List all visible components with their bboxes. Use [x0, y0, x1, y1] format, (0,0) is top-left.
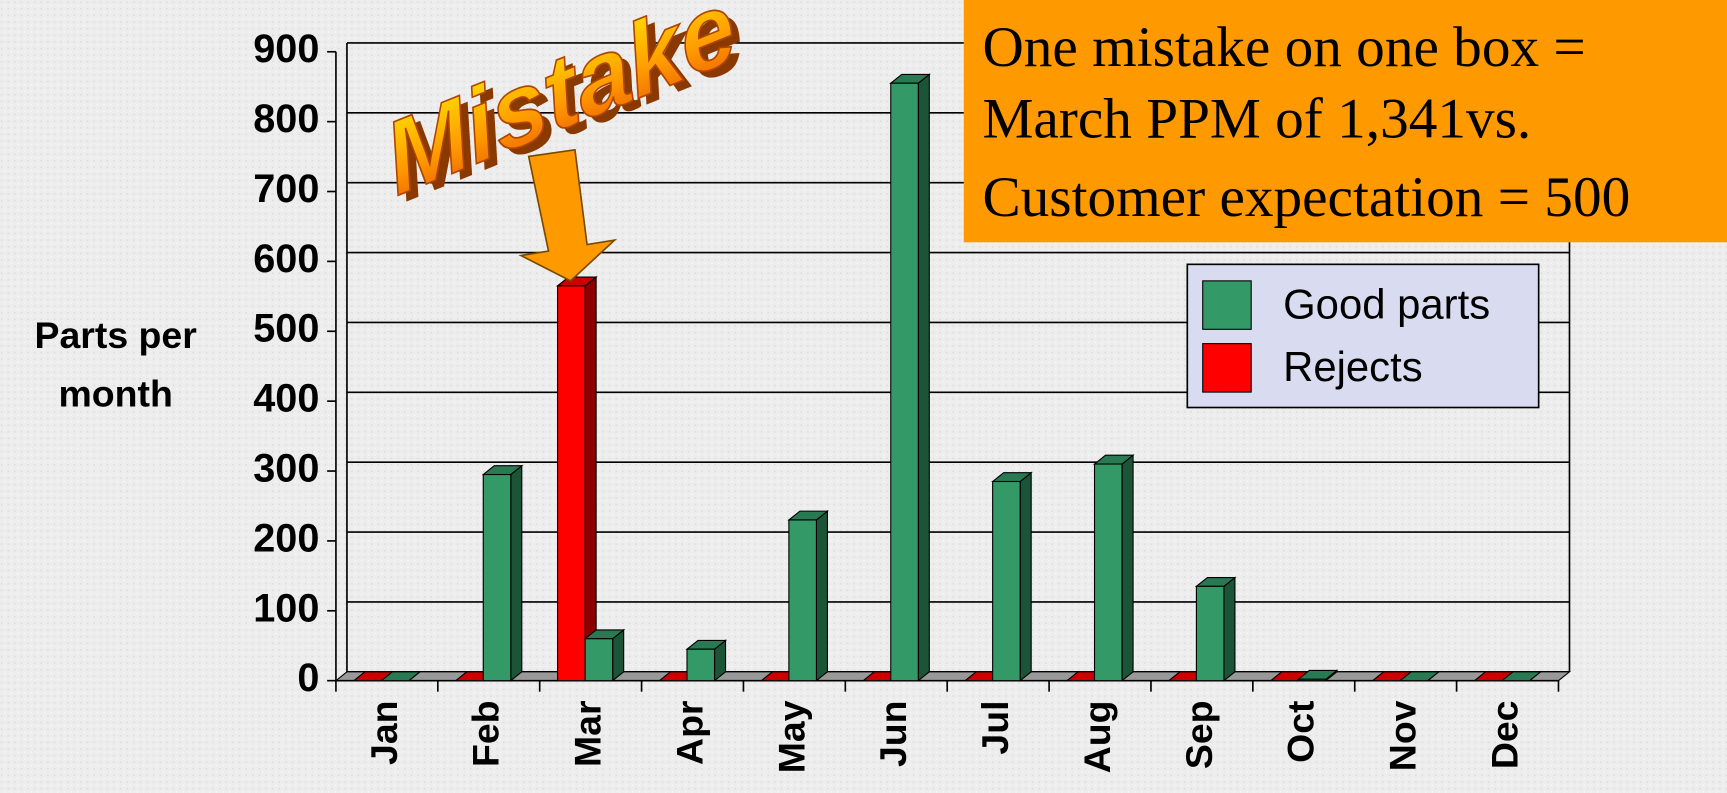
note-line: One mistake on one box =: [982, 16, 1585, 79]
x-tick-label: Feb: [465, 700, 507, 767]
x-tick-label: Aug: [1076, 700, 1118, 773]
bar-front: [687, 649, 715, 680]
bar: [687, 640, 726, 680]
bar: [1196, 578, 1235, 681]
bar-side: [585, 277, 596, 681]
y-tick-label: 100: [253, 586, 319, 630]
note-line: Customer expectation = 500: [982, 166, 1630, 229]
bar: [558, 277, 597, 681]
x-tick-label: Jun: [872, 700, 914, 767]
x-tick-label: Apr: [668, 700, 710, 764]
bar-front: [993, 482, 1021, 681]
y-tick-label: 500: [253, 307, 319, 351]
bar-side: [1020, 473, 1031, 681]
y-tick-label: 800: [253, 97, 319, 141]
bar: [483, 466, 522, 681]
bar-side: [511, 466, 522, 681]
y-tick-label: 300: [253, 446, 319, 490]
x-tick-label: Sep: [1178, 700, 1220, 769]
x-tick-label: Mar: [567, 700, 609, 767]
legend-label: Good parts: [1283, 280, 1490, 327]
bar: [891, 74, 930, 680]
y-tick-label: 0: [297, 656, 319, 700]
bar-front: [789, 520, 817, 681]
bar-side: [816, 511, 827, 681]
bar-front: [558, 286, 586, 681]
note-line: March PPM of 1,341vs.: [982, 88, 1531, 151]
bar-side: [1122, 455, 1133, 680]
x-tick-label: Nov: [1382, 700, 1424, 771]
bar-front: [1196, 586, 1224, 680]
bar: [1095, 455, 1134, 680]
bar: [789, 511, 828, 681]
x-tick-label: Jan: [363, 700, 405, 765]
bar-front: [483, 475, 511, 681]
bar: [585, 630, 624, 681]
y-axis-label: Parts per: [35, 314, 197, 356]
page: {"chart_data": { "type": "bar", "y_label…: [0, 0, 1727, 793]
y-tick-label: 600: [253, 237, 319, 281]
legend-label: Rejects: [1283, 343, 1423, 390]
y-tick-label: 700: [253, 167, 319, 211]
y-tick-label: 900: [253, 27, 319, 71]
y-tick-label: 400: [253, 377, 319, 421]
bar-side: [918, 74, 929, 680]
x-tick-label: Jul: [974, 700, 1016, 754]
chart: 0 100 200 300 400 500 600 700 800 900 Jan Feb Mar Apr…: [0, 0, 1727, 793]
x-tick-label: Oct: [1280, 700, 1322, 763]
bar-side: [1224, 578, 1235, 681]
legend-swatch: [1203, 281, 1251, 329]
bar-front: [585, 639, 613, 681]
legend-swatch: [1203, 344, 1251, 392]
y-axis-label: month: [58, 372, 172, 414]
x-tick-label: Dec: [1483, 700, 1525, 769]
bar-front: [1298, 679, 1326, 680]
bar: [993, 473, 1032, 681]
x-tick-label: May: [770, 700, 812, 773]
bar-front: [1095, 464, 1123, 681]
y-tick-label: 200: [253, 516, 319, 560]
bar-front: [891, 83, 919, 680]
